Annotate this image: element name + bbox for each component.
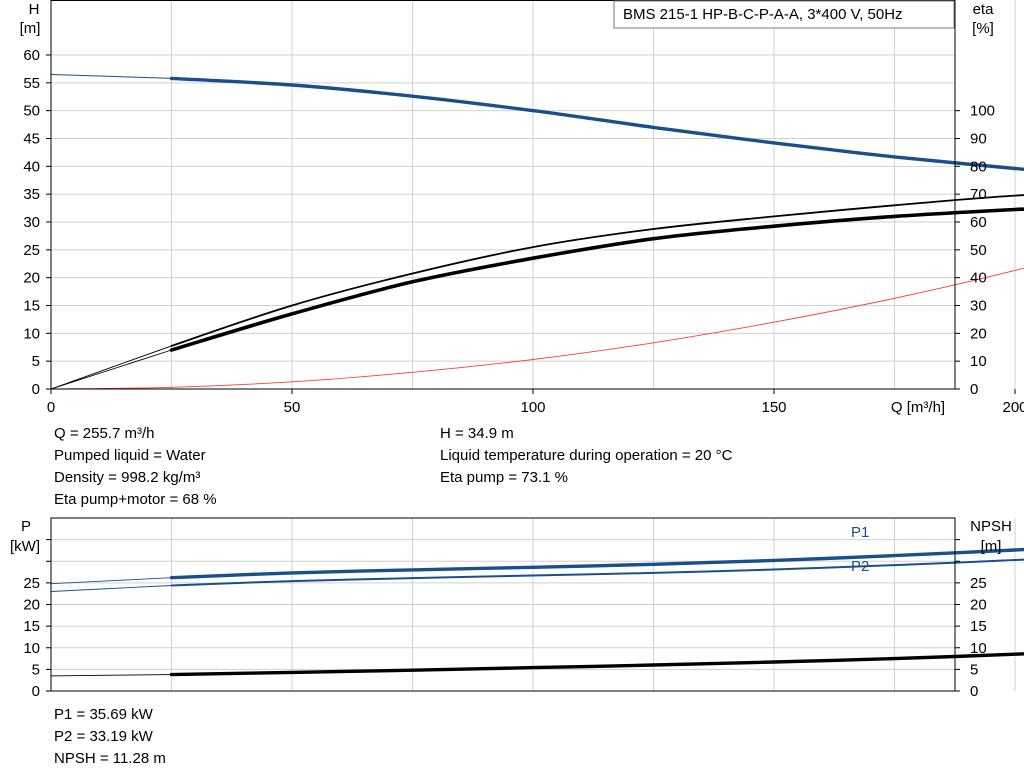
npsh-curve bbox=[169, 652, 1024, 677]
eta-tick-label: 80 bbox=[970, 158, 987, 175]
head-tick-label: 30 bbox=[23, 214, 40, 231]
p2-series-label: P2 bbox=[851, 558, 869, 575]
head-tick-label: 60 bbox=[23, 47, 40, 64]
info-liquid-temperature: Liquid temperature during operation = 20… bbox=[440, 447, 733, 464]
eta-tick-label: 40 bbox=[970, 270, 987, 287]
bottom-left-axis-title-line1: P bbox=[21, 518, 31, 535]
info-head: H = 34.9 m bbox=[440, 425, 514, 442]
power-tick-label: 5 bbox=[32, 661, 40, 678]
x-tick-label: 100 bbox=[520, 399, 545, 416]
x-tick-label: 150 bbox=[761, 399, 786, 416]
power-tick-label: 25 bbox=[23, 575, 40, 592]
head-tick-label: 25 bbox=[23, 242, 40, 259]
npsh-tick-label: 25 bbox=[970, 575, 987, 592]
bottom-chart-curves bbox=[50, 547, 1024, 677]
info-eta-pump-motor: Eta pump+motor = 68 % bbox=[54, 491, 217, 508]
model-title-box bbox=[613, 0, 955, 29]
top-info-right: H = 34.9 m Liquid temperature during ope… bbox=[440, 423, 732, 489]
top-plot-frame bbox=[50, 0, 956, 390]
p2-curve-extrapolated bbox=[50, 585, 172, 592]
info-pumped-liquid: Pumped liquid = Water bbox=[54, 447, 206, 464]
eta-pump-curve bbox=[170, 194, 1024, 347]
eta-tick-label: 10 bbox=[970, 353, 987, 370]
top-right-axis-title-line1: eta bbox=[973, 1, 995, 18]
head-tick-label: 55 bbox=[23, 75, 40, 92]
power-tick-label: 10 bbox=[23, 640, 40, 657]
bottom-left-axis-title-line2: [kW] bbox=[10, 538, 40, 555]
eta-tick-label: 0 bbox=[970, 381, 978, 398]
npsh-tick-label: 15 bbox=[970, 618, 987, 635]
model-title: BMS 215-1 HP-B-C-P-A-A, 3*400 V, 50Hz bbox=[623, 6, 903, 23]
top-chart-grid bbox=[50, 0, 1016, 390]
bottom-info: P1 = 35.69 kW P2 = 33.19 kW NPSH = 11.28… bbox=[54, 704, 166, 770]
info-npsh: NPSH = 11.28 m bbox=[54, 750, 166, 767]
power-tick-label: 20 bbox=[23, 597, 40, 614]
top-left-axis-title-line1: H bbox=[29, 1, 40, 18]
head-tick-label: 45 bbox=[23, 130, 40, 147]
npsh-tick-label: 10 bbox=[970, 640, 987, 657]
npsh-curve-extrapolated bbox=[50, 674, 172, 677]
head-tick-label: 35 bbox=[23, 186, 40, 203]
top-chart-curves bbox=[50, 74, 1024, 390]
head-tick-label: 0 bbox=[32, 381, 40, 398]
bottom-chart-grid bbox=[50, 518, 1016, 692]
head-tick-label: 50 bbox=[23, 103, 40, 120]
x-tick-label: 200 bbox=[1002, 399, 1024, 416]
npsh-tick-label: 0 bbox=[970, 683, 978, 700]
system-curve bbox=[50, 267, 1024, 390]
head-tick-label: 15 bbox=[23, 297, 40, 314]
p1-curve bbox=[169, 547, 1024, 580]
eta-tick-label: 20 bbox=[970, 325, 987, 342]
head-tick-label: 10 bbox=[23, 325, 40, 342]
head-tick-label: 20 bbox=[23, 270, 40, 287]
head-curve-extrapolated bbox=[50, 74, 172, 79]
head-tick-label: 5 bbox=[32, 353, 40, 370]
power-tick-label: 15 bbox=[23, 618, 40, 635]
eta-total-curve-extrapolated bbox=[50, 349, 172, 390]
top-left-axis-title-line2: [m] bbox=[20, 20, 41, 37]
top-right-axis-title-line2: [%] bbox=[972, 20, 994, 37]
head-tick-label: 40 bbox=[23, 158, 40, 175]
p1-series-label: P1 bbox=[851, 524, 869, 541]
eta-pump-curve-extrapolated bbox=[50, 345, 172, 390]
eta-tick-label: 90 bbox=[970, 131, 987, 148]
eta-total-curve bbox=[169, 207, 1024, 352]
info-density: Density = 998.2 kg/m³ bbox=[54, 469, 201, 486]
bottom-right-axis-title-line2: [m] bbox=[981, 538, 1002, 555]
x-tick-label: 50 bbox=[284, 399, 301, 416]
info-eta-pump: Eta pump = 73.1 % bbox=[440, 469, 568, 486]
eta-tick-label: 60 bbox=[970, 214, 987, 231]
eta-tick-label: 100 bbox=[970, 103, 995, 120]
axis-ticks: 0501001502002503000510152025303540455055… bbox=[23, 47, 1024, 700]
npsh-tick-label: 5 bbox=[970, 661, 978, 678]
power-tick-label: 0 bbox=[32, 683, 40, 700]
npsh-tick-label: 20 bbox=[970, 597, 987, 614]
p1-curve-extrapolated bbox=[50, 577, 172, 585]
bottom-right-axis-title-line1: NPSH bbox=[970, 518, 1012, 535]
info-flow: Q = 255.7 m³/h bbox=[54, 425, 155, 442]
eta-tick-label: 70 bbox=[970, 186, 987, 203]
info-p1: P1 = 35.69 kW bbox=[54, 706, 153, 723]
x-tick-label: 0 bbox=[47, 399, 55, 416]
top-info-left: Q = 255.7 m³/h Pumped liquid = Water Den… bbox=[54, 423, 217, 511]
head-curve bbox=[169, 76, 1024, 172]
eta-tick-label: 30 bbox=[970, 298, 987, 315]
x-axis-title: Q [m³/h] bbox=[891, 399, 945, 416]
info-p2: P2 = 33.19 kW bbox=[54, 728, 153, 745]
eta-tick-label: 50 bbox=[970, 242, 987, 259]
